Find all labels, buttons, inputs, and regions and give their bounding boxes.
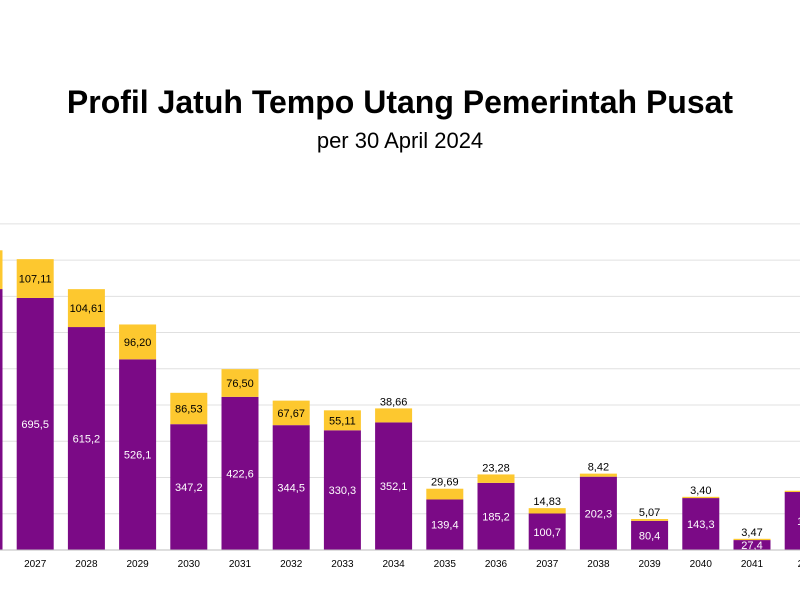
bar-top-2041 xyxy=(733,538,771,541)
top-value-label: 29,69 xyxy=(431,477,459,489)
x-tick-label: 2038 xyxy=(587,559,610,570)
bar-top-2028 xyxy=(67,289,105,328)
chart-subtitle: per 30 April 2024 xyxy=(316,128,484,153)
bar-top-2033 xyxy=(323,410,361,431)
top-value-label: 86,53 xyxy=(175,403,203,415)
bar-bottom-2031 xyxy=(221,396,259,550)
bar-top-2034 xyxy=(375,408,413,423)
bar-bottom-2029 xyxy=(119,359,157,550)
top-value-label: 107,11 xyxy=(19,274,52,286)
bar-bottom-2030 xyxy=(170,424,208,550)
top-value-label: 3,40 xyxy=(690,485,711,497)
top-value-label: 5,07 xyxy=(639,507,660,519)
bottom-value-label: 344,5 xyxy=(277,483,305,495)
x-tick-label: 2030 xyxy=(178,559,201,570)
top-value-label: 76,50 xyxy=(226,378,254,390)
x-tick-label: 2031 xyxy=(229,559,252,570)
bar-top-2040 xyxy=(682,496,720,499)
top-value-label: 23,28 xyxy=(482,462,510,474)
bar-top-2029 xyxy=(119,324,157,360)
bottom-value-label: 16 xyxy=(797,516,800,528)
bar-bottom-2033 xyxy=(323,430,361,550)
bar-top-2042 xyxy=(784,490,800,493)
bar-bottom-2038 xyxy=(579,476,617,550)
top-value-label: 8,42 xyxy=(588,462,609,474)
bar-bottom-2032 xyxy=(272,425,310,550)
bottom-value-label: 27,4 xyxy=(741,540,762,552)
x-tick-label: 2040 xyxy=(690,559,713,570)
bottom-value-label: 143,3 xyxy=(687,519,715,531)
top-value-label: 96,20 xyxy=(124,337,152,349)
bar-top-2031 xyxy=(221,369,259,397)
x-tick-label: 2041 xyxy=(741,559,764,570)
bar-top-2027 xyxy=(16,259,54,298)
x-tick-label: 2035 xyxy=(434,559,457,570)
bottom-value-label: 422,6 xyxy=(226,468,254,480)
bar-bottom-2026 xyxy=(0,289,3,550)
bottom-value-label: 526,1 xyxy=(124,450,152,462)
bottom-value-label: 352,1 xyxy=(380,481,408,493)
bar-top-2039 xyxy=(631,519,669,521)
x-tick-label: 2032 xyxy=(280,559,303,570)
bar-top-2038 xyxy=(579,473,617,477)
bar-top-2036 xyxy=(477,474,515,483)
bottom-value-label: 330,3 xyxy=(329,485,357,497)
bottom-value-label: 100,7 xyxy=(533,527,561,539)
top-value-label: 55,11 xyxy=(329,415,356,427)
bar-bottom-2034 xyxy=(375,422,413,550)
x-tick-label: 20 xyxy=(798,559,800,570)
bar-top-2026 xyxy=(0,250,3,290)
x-tick-label: 2034 xyxy=(382,559,405,570)
bar-bottom-2028 xyxy=(67,327,105,550)
bottom-value-label: 80,4 xyxy=(639,530,660,542)
bar-bottom-2041 xyxy=(733,540,771,550)
bar-top-2030 xyxy=(170,392,208,425)
bottom-value-label: 202,3 xyxy=(585,508,613,520)
x-tick-label: 2036 xyxy=(485,559,508,570)
top-value-label: 38,66 xyxy=(380,396,408,408)
top-value-label: 104,61 xyxy=(70,303,104,315)
bottom-value-label: 615,2 xyxy=(73,434,101,446)
bar-top-2037 xyxy=(528,508,566,514)
chart-title: Profil Jatuh Tempo Utang Pemerintah Pusa… xyxy=(66,84,734,120)
bar-bottom-2035 xyxy=(426,499,464,550)
top-value-label: 67,67 xyxy=(277,408,305,420)
x-tick-label: 2033 xyxy=(331,559,354,570)
top-value-label: 3,47 xyxy=(741,527,762,539)
top-value-label: 14,83 xyxy=(533,496,561,508)
bar-bottom-2036 xyxy=(477,482,515,550)
bottom-value-label: 695,5 xyxy=(21,419,49,431)
bar-top-2035 xyxy=(426,488,464,500)
bar-bottom-2040 xyxy=(682,498,720,550)
x-tick-label: 2039 xyxy=(638,559,661,570)
bar-bottom-2039 xyxy=(631,520,669,550)
x-tick-label: 2037 xyxy=(536,559,559,570)
x-tick-label: 2029 xyxy=(126,559,149,570)
bottom-value-label: 347,2 xyxy=(175,482,203,494)
x-tick-label: 2027 xyxy=(24,559,47,570)
x-tick-label: 2028 xyxy=(75,559,98,570)
bottom-value-label: 139,4 xyxy=(431,520,459,532)
bar-bottom-2027 xyxy=(16,297,54,550)
bar-top-2032 xyxy=(272,400,310,426)
bar-bottom-2037 xyxy=(528,513,566,550)
bottom-value-label: 185,2 xyxy=(482,511,510,523)
bar-bottom-2042 xyxy=(784,492,800,550)
